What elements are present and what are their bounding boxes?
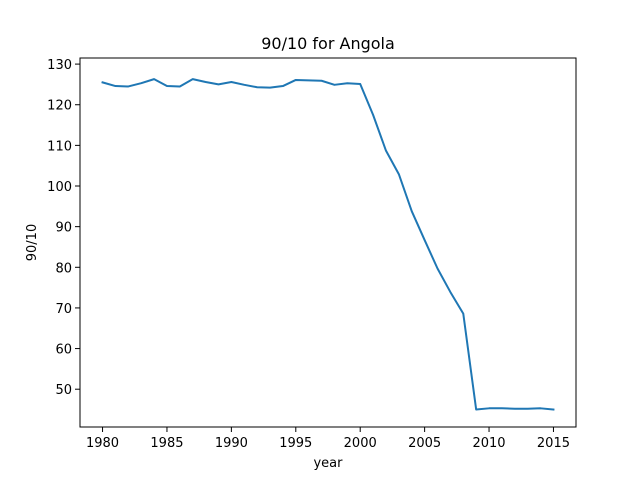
y-tick-label: 90 [55,221,72,236]
y-axis-label: 90/10 [25,224,40,261]
x-tick-label: 2000 [344,436,377,451]
series-line-0 [101,78,555,411]
y-tick-label: 80 [55,261,72,276]
y-tick-label: 110 [47,139,72,154]
x-tick-label: 1980 [86,436,119,451]
x-axis: 1980 1985 1990 1995 2000 2005 2010 2015 [86,427,570,451]
y-tick-label: 100 [47,180,72,195]
plot-frame [79,57,577,428]
y-tick-label: 130 [47,58,72,73]
y-axis: 50 60 70 80 90 100 110 120 130 [47,58,80,398]
x-tick-label: 1985 [150,436,183,451]
x-tick-label: 2010 [472,436,505,451]
y-tick-label: 70 [55,302,72,317]
x-tick-label: 1990 [215,436,248,451]
x-tick-label: 2005 [408,436,441,451]
y-tick-label: 120 [47,99,72,114]
y-tick-label: 60 [55,343,72,358]
chart-title: 90/10 for Angola [261,34,395,53]
x-tick-label: 2015 [537,436,570,451]
x-axis-label: year [313,456,343,471]
y-tick-label: 50 [55,383,72,398]
plot-area [101,78,555,411]
x-tick-label: 1995 [279,436,312,451]
